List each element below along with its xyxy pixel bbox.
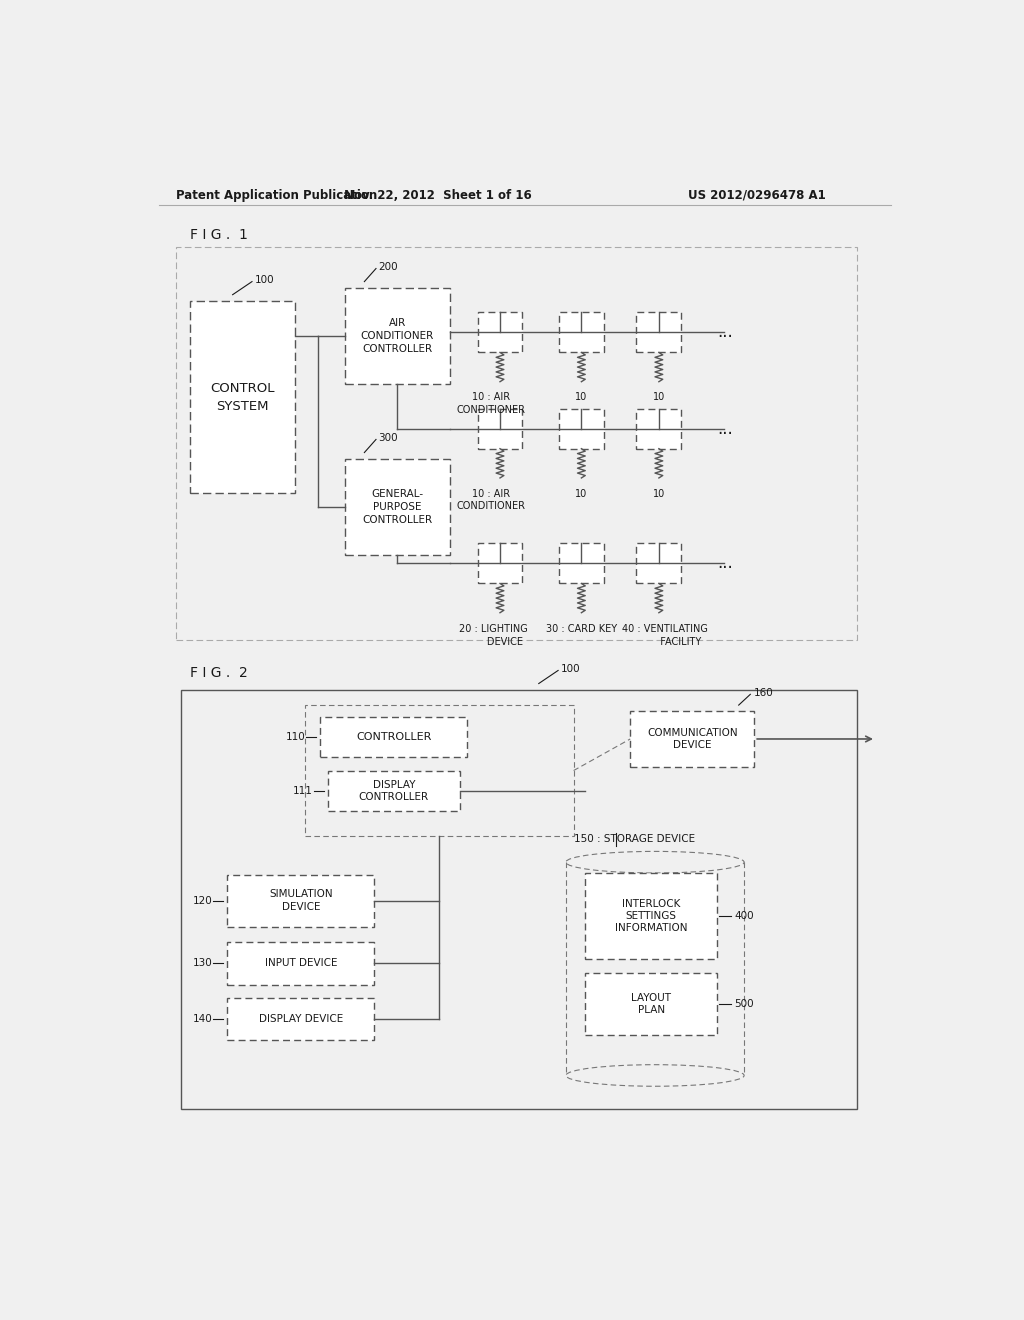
- Text: 10: 10: [575, 488, 588, 499]
- Text: 200: 200: [378, 261, 398, 272]
- Text: 140: 140: [193, 1014, 212, 1024]
- Text: Nov. 22, 2012  Sheet 1 of 16: Nov. 22, 2012 Sheet 1 of 16: [344, 189, 531, 202]
- Bar: [328, 771, 460, 812]
- Text: SIMULATION
DEVICE: SIMULATION DEVICE: [269, 890, 333, 912]
- Bar: [586, 873, 717, 960]
- Text: 10 : AIR
CONDITIONER: 10 : AIR CONDITIONER: [457, 488, 525, 511]
- Text: 110: 110: [286, 733, 305, 742]
- Text: AIR
CONDITIONER
CONTROLLER: AIR CONDITIONER CONTROLLER: [360, 318, 434, 354]
- Text: 10: 10: [652, 488, 665, 499]
- Bar: [559, 409, 604, 449]
- Text: F I G .  1: F I G . 1: [190, 228, 248, 243]
- Bar: [227, 874, 375, 927]
- Bar: [176, 247, 856, 640]
- Text: INPUT DEVICE: INPUT DEVICE: [264, 958, 337, 969]
- Bar: [305, 705, 573, 836]
- Bar: [227, 942, 375, 985]
- Bar: [180, 689, 856, 1109]
- Text: 160: 160: [755, 688, 774, 698]
- Text: GENERAL-
PURPOSE
CONTROLLER: GENERAL- PURPOSE CONTROLLER: [362, 488, 432, 525]
- Text: 30 : CARD KEY: 30 : CARD KEY: [546, 624, 616, 634]
- Text: 150 : STORAGE DEVICE: 150 : STORAGE DEVICE: [573, 834, 694, 845]
- Text: 130: 130: [193, 958, 212, 969]
- Text: 20 : LIGHTING
       DEVICE: 20 : LIGHTING DEVICE: [460, 624, 528, 647]
- Text: 100: 100: [254, 275, 274, 285]
- Text: 111: 111: [293, 785, 313, 796]
- Bar: [190, 301, 295, 494]
- Text: DISPLAY DEVICE: DISPLAY DEVICE: [259, 1014, 343, 1024]
- Bar: [227, 998, 375, 1040]
- Text: 400: 400: [734, 911, 754, 921]
- Text: ...: ...: [717, 323, 733, 342]
- Text: 300: 300: [378, 433, 398, 444]
- Text: 10: 10: [652, 392, 665, 403]
- Bar: [345, 459, 450, 554]
- Text: 500: 500: [734, 999, 754, 1008]
- Text: DISPLAY
CONTROLLER: DISPLAY CONTROLLER: [358, 780, 429, 803]
- Text: 120: 120: [193, 896, 212, 906]
- Text: ...: ...: [717, 420, 733, 438]
- Bar: [636, 313, 681, 352]
- Bar: [477, 544, 522, 583]
- Text: 10 : AIR
CONDITIONER: 10 : AIR CONDITIONER: [457, 392, 525, 414]
- Bar: [586, 973, 717, 1035]
- Text: COMMUNICATION
DEVICE: COMMUNICATION DEVICE: [647, 727, 737, 750]
- Bar: [477, 313, 522, 352]
- Text: F I G .  2: F I G . 2: [190, 665, 248, 680]
- Text: US 2012/0296478 A1: US 2012/0296478 A1: [688, 189, 825, 202]
- Text: 10: 10: [575, 392, 588, 403]
- Bar: [321, 717, 467, 758]
- Text: CONTROL
SYSTEM: CONTROL SYSTEM: [210, 381, 274, 413]
- Text: Patent Application Publication: Patent Application Publication: [176, 189, 377, 202]
- Text: LAYOUT
PLAN: LAYOUT PLAN: [631, 993, 671, 1015]
- Text: ...: ...: [717, 554, 733, 573]
- Text: INTERLOCK
SETTINGS
INFORMATION: INTERLOCK SETTINGS INFORMATION: [614, 899, 687, 933]
- Bar: [630, 711, 755, 767]
- Text: 100: 100: [560, 664, 580, 675]
- Bar: [345, 288, 450, 384]
- Text: 40 : VENTILATING
          FACILITY: 40 : VENTILATING FACILITY: [623, 624, 708, 647]
- Bar: [477, 409, 522, 449]
- Bar: [559, 313, 604, 352]
- Bar: [636, 409, 681, 449]
- Text: CONTROLLER: CONTROLLER: [356, 733, 431, 742]
- Bar: [559, 544, 604, 583]
- Bar: [636, 544, 681, 583]
